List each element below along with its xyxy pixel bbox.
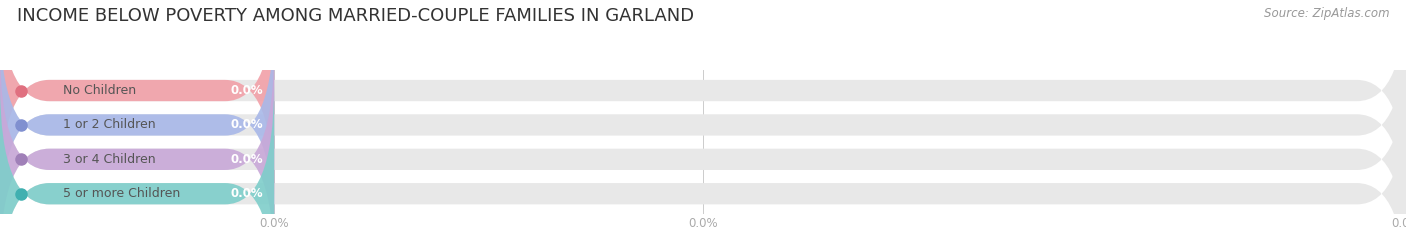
Text: 0.0%: 0.0% bbox=[231, 84, 263, 97]
FancyBboxPatch shape bbox=[0, 15, 274, 233]
Text: 3 or 4 Children: 3 or 4 Children bbox=[63, 153, 156, 166]
Text: 5 or more Children: 5 or more Children bbox=[63, 187, 180, 200]
FancyBboxPatch shape bbox=[0, 50, 1406, 233]
FancyBboxPatch shape bbox=[0, 0, 274, 200]
FancyBboxPatch shape bbox=[0, 84, 1406, 233]
Text: Source: ZipAtlas.com: Source: ZipAtlas.com bbox=[1264, 7, 1389, 20]
FancyBboxPatch shape bbox=[0, 0, 1406, 200]
Text: No Children: No Children bbox=[63, 84, 136, 97]
FancyBboxPatch shape bbox=[0, 84, 274, 233]
Text: 0.0%: 0.0% bbox=[231, 187, 263, 200]
FancyBboxPatch shape bbox=[0, 50, 274, 233]
Text: 0.0%: 0.0% bbox=[231, 118, 263, 131]
Text: 1 or 2 Children: 1 or 2 Children bbox=[63, 118, 156, 131]
Text: INCOME BELOW POVERTY AMONG MARRIED-COUPLE FAMILIES IN GARLAND: INCOME BELOW POVERTY AMONG MARRIED-COUPL… bbox=[17, 7, 695, 25]
Text: 0.0%: 0.0% bbox=[231, 153, 263, 166]
FancyBboxPatch shape bbox=[0, 15, 1406, 233]
